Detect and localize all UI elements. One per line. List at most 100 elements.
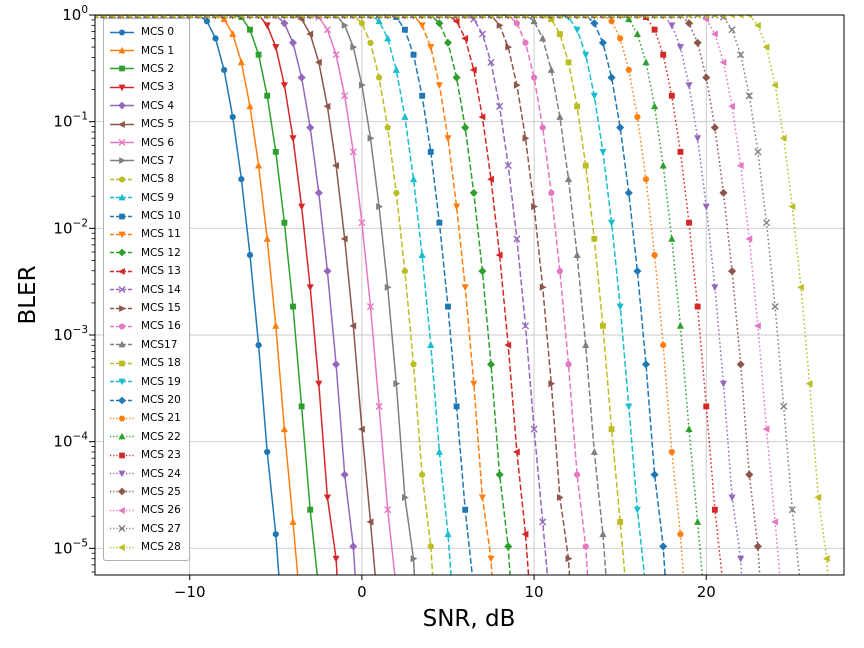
- legend-item: MCS 3: [109, 78, 181, 96]
- legend-marker-D-icon: [110, 248, 134, 257]
- legend-item: MCS 5: [109, 115, 181, 133]
- legend-label: MCS 14: [141, 283, 181, 296]
- legend-marker->-icon: [110, 304, 134, 312]
- legend-label: MCS 3: [141, 81, 175, 94]
- svg-text:20: 20: [697, 583, 716, 601]
- legend-item: MCS 4: [109, 97, 181, 115]
- x-axis-label: SNR, dB: [422, 606, 516, 632]
- legend-label: MCS 25: [141, 485, 181, 498]
- legend-item: MCS 13: [109, 262, 181, 280]
- legend-item: MCS 18: [109, 354, 181, 372]
- legend-item: MCS 12: [109, 244, 181, 262]
- legend-item: MCS 0: [109, 23, 181, 41]
- legend-marker-x-icon: [110, 286, 134, 294]
- svg-text:10−5: 10−5: [53, 537, 88, 557]
- legend-label: MCS 10: [141, 210, 181, 223]
- legend-label: MCS 16: [141, 320, 181, 333]
- legend-label: MCS 11: [141, 228, 181, 241]
- legend-marker-s-icon: [110, 66, 134, 72]
- legend-label: MCS 19: [141, 375, 181, 388]
- legend-marker-o-icon: [110, 29, 134, 36]
- legend-label: MCS 8: [141, 173, 175, 186]
- legend-label: MCS 22: [141, 430, 181, 443]
- legend-item: MCS 27: [109, 520, 181, 538]
- legend-item: MCS 14: [109, 280, 181, 298]
- legend-marker-x-icon: [110, 525, 134, 533]
- legend-marker-D-icon: [110, 101, 134, 110]
- legend-marker-o-icon: [110, 176, 134, 183]
- legend-label: MCS 1: [141, 44, 175, 57]
- legend-marker-v-icon: [110, 84, 134, 92]
- legend-marker-^-icon: [110, 193, 134, 201]
- legend-label: MCS 23: [141, 449, 181, 462]
- legend-item: MCS 10: [109, 207, 181, 225]
- legend-item: MCS 22: [109, 428, 181, 446]
- legend-item: MCS 24: [109, 464, 181, 482]
- legend-label: MCS 20: [141, 394, 181, 406]
- legend-marker-o-icon: [110, 415, 134, 422]
- legend-item: MCS 20: [109, 391, 181, 409]
- legend-item: MCS 28: [109, 538, 181, 556]
- legend-item: MCS 7: [109, 152, 181, 170]
- legend-marker-s-icon: [110, 452, 134, 459]
- legend-item: MCS 15: [109, 299, 181, 317]
- legend-item: MCS 2: [109, 60, 181, 78]
- svg-text:10−4: 10−4: [53, 431, 88, 451]
- legend-item: MCS 19: [109, 372, 181, 390]
- legend-label: MCS 6: [141, 136, 175, 149]
- svg-text:−10: −10: [174, 583, 206, 601]
- svg-text:100: 100: [62, 4, 88, 24]
- legend-label: MCS 27: [141, 522, 181, 535]
- legend-marker-v-icon: [110, 231, 134, 239]
- legend-item: MCS 21: [109, 409, 181, 427]
- svg-text:10−3: 10−3: [53, 324, 88, 344]
- legend-label: MCS 28: [141, 541, 181, 554]
- legend-label: MCS 21: [141, 412, 181, 425]
- legend-marker->-icon: [110, 157, 134, 165]
- legend-marker-s-icon: [110, 360, 134, 367]
- legend-marker-<-icon: [110, 120, 134, 128]
- legend-label: MCS 0: [141, 26, 175, 39]
- legend-label: MCS 4: [141, 99, 175, 112]
- legend-item: MCS 26: [109, 501, 181, 519]
- legend-item: MCS 23: [109, 446, 181, 464]
- legend-label: MCS 5: [141, 118, 175, 131]
- legend-label: MCS17: [141, 338, 178, 351]
- legend-item: MCS 1: [109, 41, 181, 59]
- legend-marker-v-icon: [110, 470, 134, 478]
- legend-item: MCS 11: [109, 225, 181, 243]
- legend-marker-^-icon: [110, 433, 134, 440]
- svg-text:10−2: 10−2: [53, 217, 88, 237]
- legend: MCS 0 MCS 1 MCS 2 MCS 3 MCS 4 MCS 5 MCS 6 MCS 7…: [103, 18, 190, 562]
- legend-item: MCS17: [109, 336, 181, 354]
- svg-text:0: 0: [357, 583, 367, 601]
- legend-label: MCS 12: [141, 246, 181, 259]
- legend-label: MCS 26: [141, 504, 181, 517]
- legend-item: MCS 9: [109, 189, 181, 207]
- legend-label: MCS 7: [141, 154, 175, 167]
- legend-marker-D-icon: [110, 396, 134, 404]
- legend-marker-o-icon: [110, 323, 134, 330]
- legend-marker-<-icon: [110, 506, 134, 514]
- legend-label: MCS 2: [141, 62, 175, 75]
- legend-marker-^-icon: [110, 46, 134, 54]
- legend-label: MCS 24: [141, 467, 181, 480]
- legend-label: MCS 13: [141, 265, 181, 278]
- legend-item: MCS 8: [109, 170, 181, 188]
- legend-item: MCS 25: [109, 483, 181, 501]
- legend-marker-x-icon: [110, 139, 134, 147]
- legend-marker-D-icon: [110, 488, 134, 496]
- legend-marker-^-icon: [110, 341, 134, 348]
- legend-marker-v-icon: [110, 378, 134, 386]
- legend-item: MCS 6: [109, 133, 181, 151]
- legend-marker-<-icon: [110, 267, 134, 275]
- legend-label: MCS 15: [141, 302, 181, 315]
- legend-marker-<-icon: [110, 543, 134, 551]
- legend-item: MCS 16: [109, 317, 181, 335]
- legend-label: MCS 9: [141, 191, 175, 204]
- legend-label: MCS 18: [141, 357, 181, 370]
- svg-text:10−1: 10−1: [53, 111, 88, 131]
- svg-text:10: 10: [525, 583, 544, 601]
- y-axis-label: BLER: [15, 265, 41, 325]
